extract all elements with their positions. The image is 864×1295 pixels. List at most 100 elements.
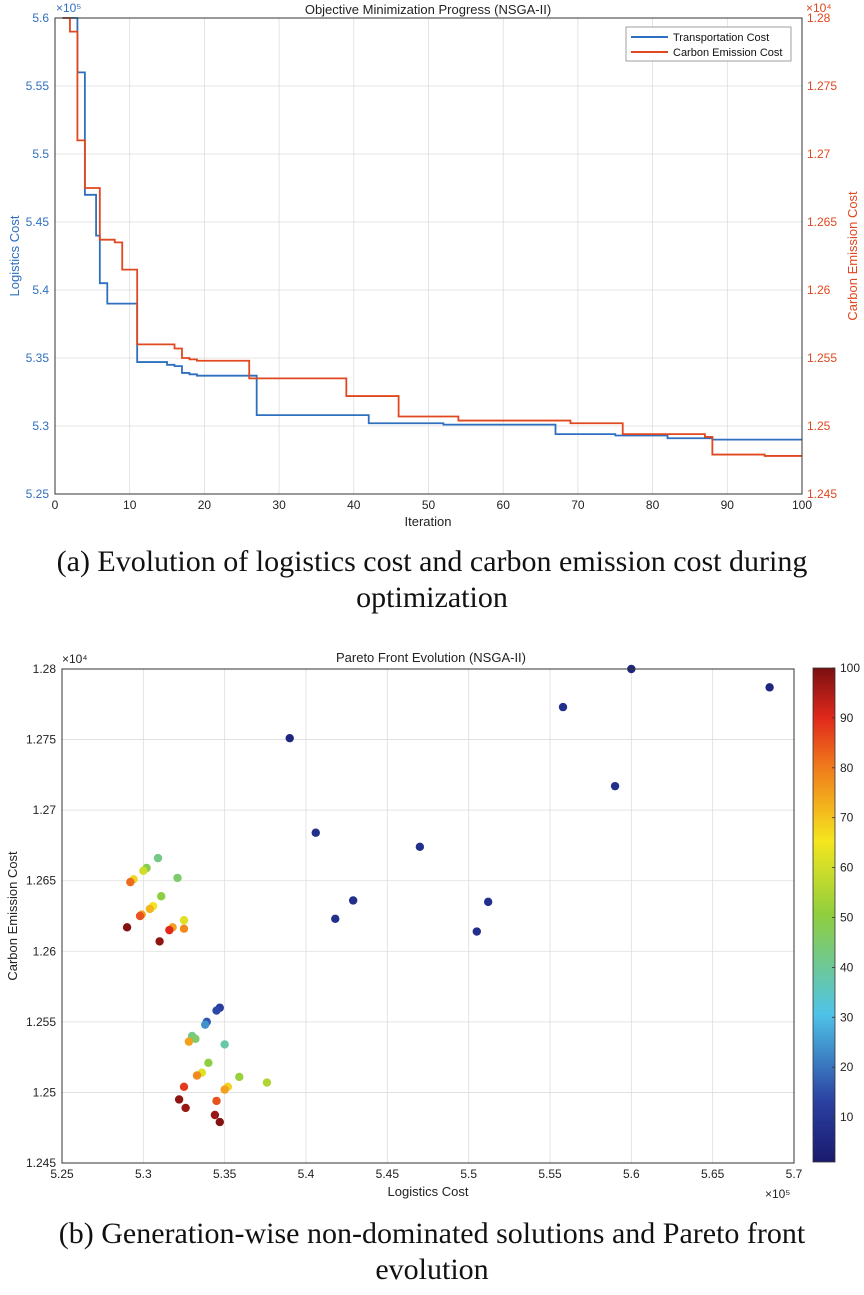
chart-b-ytick-label: 1.255 — [26, 1015, 56, 1029]
pareto-point — [212, 1006, 221, 1015]
pareto-point — [187, 1031, 197, 1041]
pareto-point — [129, 875, 138, 884]
chart-a-ytick-left-label: 5.45 — [26, 215, 50, 229]
pareto-point — [153, 853, 163, 863]
chart-b-plot-frame — [61, 668, 795, 1164]
pareto-point — [137, 910, 146, 919]
chart-a-ytick-right-label: 1.25 — [807, 419, 831, 433]
chart-b-ytick-label: 1.28 — [33, 662, 57, 676]
pareto-point — [197, 1068, 207, 1077]
chart-b-ytick-label: 1.275 — [26, 733, 56, 747]
chart-b-grid — [61, 668, 795, 1164]
chart-b-ytick-label: 1.25 — [33, 1085, 57, 1099]
chart-b-xtick-label: 5.6 — [623, 1167, 640, 1181]
chart-b-x-exponent: ×10⁵ — [765, 1187, 790, 1201]
chart-a-series — [62, 17, 802, 457]
chart-a-xtick-label: 50 — [422, 498, 436, 512]
chart-b-xtick-label: 5.55 — [538, 1167, 562, 1181]
pareto-point — [202, 1017, 211, 1027]
pareto-point — [139, 866, 148, 876]
pareto-point — [192, 1071, 202, 1080]
pareto-point — [285, 733, 294, 743]
chart-b-xtick-label: 5.5 — [460, 1167, 477, 1181]
chart-a-ticks: 0 10 20 30 40 50 60 70 80 90 100 5.25 5.3 5.35 5.4 5.45… — [26, 11, 838, 512]
chart-b-xtick-label: 5.45 — [376, 1167, 400, 1181]
chart-a-ytick-left-label: 5.5 — [32, 147, 49, 161]
chart-a-left-exponent: ×10⁵ — [56, 1, 81, 15]
pareto-point — [184, 1037, 194, 1046]
chart-a-ytick-left-label: 5.3 — [32, 419, 49, 433]
chart-a-ytick-right-label: 1.275 — [807, 79, 837, 93]
chart-b-y-exponent: ×10⁴ — [62, 652, 88, 666]
colorbar-tick-label: 20 — [840, 1060, 854, 1074]
colorbar-tick-label: 50 — [840, 910, 854, 924]
pareto-point — [191, 1034, 200, 1043]
chart-b-ylabel: Carbon Emission Cost — [5, 851, 20, 981]
chart-a-xtick-label: 0 — [52, 498, 59, 512]
pareto-point — [210, 1110, 220, 1120]
chart-a-ytick-right-label: 1.245 — [807, 487, 837, 501]
chart-a-legend: Transportation Cost Carbon Emission Cost — [625, 26, 792, 62]
chart-b-xtick-label: 5.25 — [50, 1167, 74, 1181]
chart-a-xtick-label: 100 — [792, 498, 812, 512]
chart-a-title: Objective Minimization Progress (NSGA-II… — [305, 2, 551, 17]
pareto-point — [200, 1020, 210, 1029]
chart-b-xtick-label: 5.35 — [213, 1167, 237, 1181]
caption-b: (b) Generation-wise non-dominated soluti… — [58, 1217, 806, 1286]
pareto-point — [179, 916, 189, 925]
pareto-point — [155, 937, 164, 946]
chart-b-points — [122, 664, 774, 1127]
colorbar-tick-label: 40 — [840, 960, 854, 974]
colorbar-tick-label: 60 — [840, 861, 854, 875]
pareto-point — [157, 892, 166, 901]
pareto-point — [235, 1072, 244, 1082]
colorbar — [812, 667, 836, 1163]
chart-a-xtick-label: 90 — [721, 498, 735, 512]
chart-b-xtick-label: 5.3 — [135, 1167, 152, 1181]
pareto-point — [472, 927, 481, 936]
chart-b-ticks: 5.25 5.3 5.35 5.4 5.45 5.5 5.55 5.6 5.65 5.7 1.245… — [26, 662, 803, 1181]
pareto-point — [174, 1095, 184, 1104]
pareto-point — [348, 896, 358, 905]
legend-label-transport: Transportation Cost — [673, 32, 769, 44]
chart-a-ytick-left-label: 5.55 — [26, 79, 50, 93]
carbon-emission-cost-line — [62, 17, 802, 457]
colorbar-tick-label: 100 — [840, 661, 860, 675]
chart-objective-progress: Objective Minimization Progress (NSGA-II… — [7, 1, 860, 529]
pareto-point — [215, 1003, 224, 1012]
pareto-point — [331, 914, 340, 924]
pareto-point — [165, 925, 174, 935]
pareto-point — [558, 702, 568, 712]
chart-a-ytick-right-label: 1.26 — [807, 283, 831, 297]
chart-b-ytick-label: 1.245 — [26, 1156, 56, 1170]
pareto-point — [223, 1082, 233, 1091]
pareto-point — [179, 1082, 189, 1091]
chart-a-ytick-right-label: 1.28 — [807, 11, 831, 25]
colorbar-ticks: 10 20 30 40 50 60 70 80 90 100 — [832, 661, 860, 1124]
pareto-point — [415, 842, 425, 852]
pareto-point — [610, 781, 620, 791]
chart-a-xtick-label: 40 — [347, 498, 361, 512]
pareto-point — [173, 873, 182, 883]
pareto-point — [220, 1040, 229, 1049]
pareto-point — [483, 897, 493, 907]
pareto-point — [765, 683, 774, 692]
pareto-point — [148, 901, 158, 911]
chart-a-xtick-label: 70 — [571, 498, 585, 512]
chart-a-ytick-left-label: 5.6 — [32, 11, 49, 25]
chart-a-xtick-label: 60 — [497, 498, 511, 512]
chart-a-ytick-left-label: 5.25 — [26, 487, 50, 501]
chart-a-ytick-left-label: 5.4 — [32, 283, 49, 297]
legend-label-carbon: Carbon Emission Cost — [673, 47, 782, 59]
pareto-point — [220, 1085, 229, 1094]
colorbar-tick-label: 70 — [840, 811, 854, 825]
pareto-point — [215, 1117, 224, 1127]
chart-b-ytick-label: 1.27 — [33, 803, 57, 817]
pareto-point — [122, 923, 132, 932]
chart-a-ytick-right-label: 1.265 — [807, 215, 837, 229]
chart-a-ytick-right-label: 1.27 — [807, 147, 831, 161]
chart-b-ytick-label: 1.26 — [33, 944, 57, 958]
chart-b-ytick-label: 1.265 — [26, 874, 56, 888]
pareto-point — [627, 664, 636, 674]
colorbar-tick-label: 10 — [840, 1110, 854, 1124]
